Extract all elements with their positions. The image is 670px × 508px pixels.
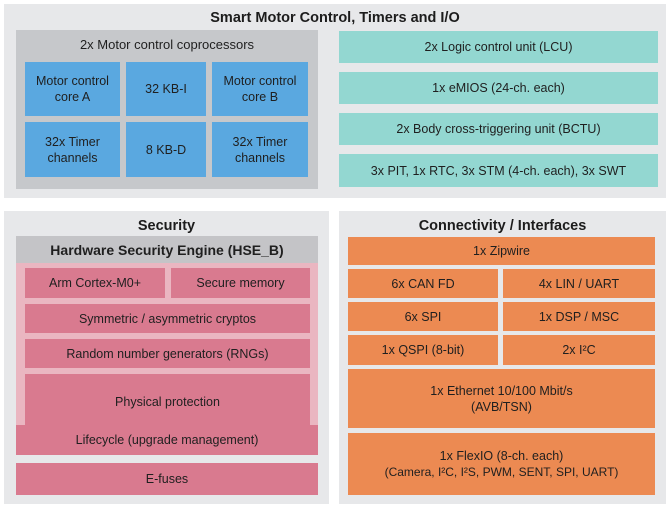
bctu-block: 2x Body cross-triggering unit (BCTU) xyxy=(339,113,658,145)
can-fd-block: 6x CAN FD xyxy=(348,269,498,298)
qspi-block: 1x QSPI (8-bit) xyxy=(348,335,498,365)
hse-block: Hardware Security Engine (HSE_B) Arm Cor… xyxy=(16,236,318,440)
rng-block: Random number generators (RNGs) xyxy=(25,339,310,368)
timer-b-line2: channels xyxy=(234,150,286,165)
security-panel: Security Hardware Security Engine (HSE_B… xyxy=(4,211,329,504)
core-a-line1: Motor control xyxy=(36,74,109,88)
arm-cortex-m0-block: Arm Cortex-M0+ xyxy=(25,268,165,298)
i2c-block: 2x I²C xyxy=(503,335,655,365)
ethernet-line2: (AVB/TSN) xyxy=(471,399,532,414)
emios-block: 1x eMIOS (24-ch. each) xyxy=(339,72,658,104)
hse-title: Hardware Security Engine (HSE_B) xyxy=(50,242,284,258)
lifecycle-block: Lifecycle (upgrade management) xyxy=(16,425,318,455)
dsp-msc-block: 1x DSP / MSC xyxy=(503,302,655,331)
motor-coprocessors-block: 2x Motor control coprocessors Motor cont… xyxy=(16,30,318,189)
cryptos-block: Symmetric / asymmetric cryptos xyxy=(25,304,310,333)
core-b-line2: core B xyxy=(241,90,279,104)
smc-title: Smart Motor Control, Timers and I/O xyxy=(210,10,460,26)
timer-b-line1: 32x Timer xyxy=(232,134,288,149)
core-a-line2: core A xyxy=(54,90,91,104)
timer-channels-b: 32x Timer channels xyxy=(212,122,308,177)
connectivity-panel: Connectivity / Interfaces 1x Zipwire 6x … xyxy=(339,211,666,504)
core-b-line1: Motor control xyxy=(223,74,297,88)
zipwire-block: 1x Zipwire xyxy=(348,237,655,265)
security-title: Security xyxy=(137,218,196,234)
smart-motor-control-panel: Smart Motor Control, Timers and I/O 2x M… xyxy=(4,4,666,198)
motor-control-core-a: Motor control core A xyxy=(25,62,120,116)
ethernet-block: 1x Ethernet 10/100 Mbit/s (AVB/TSN) xyxy=(348,369,655,428)
timer-a-line2: channels xyxy=(47,150,98,165)
timer-a-line1: 32x Timer xyxy=(45,134,100,149)
motor-control-core-b: Motor control core B xyxy=(212,62,308,116)
connectivity-title: Connectivity / Interfaces xyxy=(418,218,587,234)
timer-channels-a: 32x Timer channels xyxy=(25,122,120,177)
flexio-line1: 1x FlexIO (8-ch. each) xyxy=(439,449,564,463)
flexio-block: 1x FlexIO (8-ch. each) (Camera, I²C, I²S… xyxy=(348,433,655,495)
physical-protection-block: Physical protection xyxy=(25,374,310,430)
ethernet-line1: 1x Ethernet 10/100 Mbit/s xyxy=(430,383,573,398)
timers-block: 3x PIT, 1x RTC, 3x STM (4-ch. each), 3x … xyxy=(339,154,658,187)
flexio-line2: (Camera, I²C, I²S, PWM, SENT, SPI, UART) xyxy=(384,465,619,479)
lin-uart-block: 4x LIN / UART xyxy=(503,269,655,298)
coprocessors-header: 2x Motor control coprocessors xyxy=(79,37,255,52)
efuses-block: E-fuses xyxy=(16,463,318,495)
kb-d-memory: 8 KB-D xyxy=(126,122,206,177)
kb-i-memory: 32 KB-I xyxy=(126,62,206,116)
secure-memory-block: Secure memory xyxy=(171,268,310,298)
spi-block: 6x SPI xyxy=(348,302,498,331)
lcu-block: 2x Logic control unit (LCU) xyxy=(339,31,658,63)
